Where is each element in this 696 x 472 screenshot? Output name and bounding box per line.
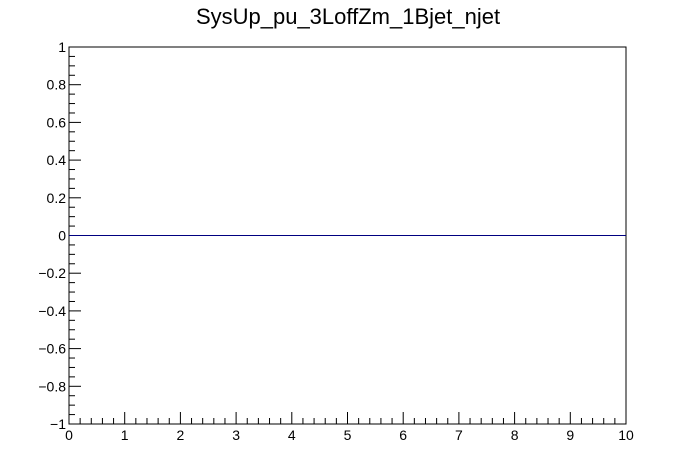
y-tick-label: −0.6 bbox=[38, 341, 66, 357]
y-tick-label: 0.8 bbox=[47, 77, 67, 93]
x-tick-label: 7 bbox=[455, 427, 463, 443]
y-tick-label: −0.2 bbox=[38, 265, 66, 281]
x-tick-label: 4 bbox=[288, 427, 296, 443]
chart-title: SysUp_pu_3LoffZm_1Bjet_njet bbox=[196, 4, 500, 29]
y-tick-label: 1 bbox=[58, 39, 66, 55]
x-tick-label: 10 bbox=[618, 427, 634, 443]
y-tick-label: 0.6 bbox=[47, 114, 67, 130]
y-tick-label: −0.4 bbox=[38, 303, 66, 319]
y-tick-label: 0.2 bbox=[47, 190, 67, 206]
x-tick-label: 6 bbox=[399, 427, 407, 443]
x-tick-label: 5 bbox=[344, 427, 352, 443]
x-tick-label: 8 bbox=[511, 427, 519, 443]
y-tick-label: −1 bbox=[50, 416, 66, 432]
x-tick-label: 3 bbox=[232, 427, 240, 443]
y-tick-label: 0 bbox=[58, 228, 66, 244]
x-tick-label: 0 bbox=[65, 427, 73, 443]
y-axis: −1 −0.8 −0.6 −0.4 −0.2 0 0.2 0.4 0.6 0.8 1 bbox=[38, 39, 81, 432]
x-axis: 0 1 2 3 4 5 6 7 8 9 10 bbox=[65, 412, 634, 443]
x-tick-label: 2 bbox=[177, 427, 185, 443]
x-tick-label: 1 bbox=[121, 427, 129, 443]
y-tick-label: 0.4 bbox=[47, 152, 67, 168]
x-tick-label: 9 bbox=[566, 427, 574, 443]
y-tick-label: −0.8 bbox=[38, 378, 66, 394]
